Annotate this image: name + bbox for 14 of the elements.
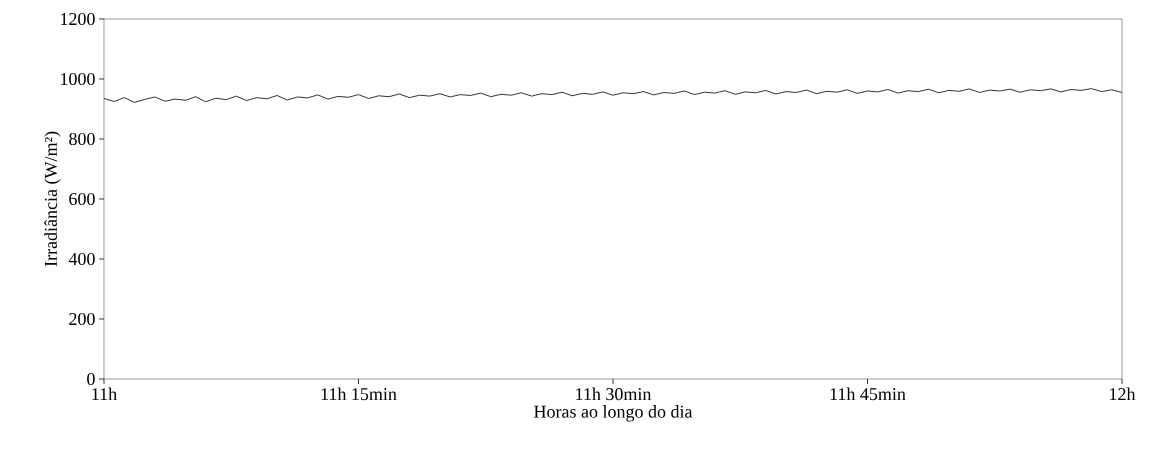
y-tick-label: 0 [87, 372, 95, 386]
x-tick-label: 12h [1110, 387, 1136, 401]
x-axis-title: Horas ao longo do dia [534, 405, 693, 422]
y-tick-label: 1200 [61, 12, 95, 26]
y-tick-label: 600 [69, 192, 95, 206]
y-tick-label: 800 [69, 132, 95, 146]
x-tick-label: 11h 30min [576, 387, 652, 401]
x-tick-label: 11h 15min [321, 387, 397, 401]
y-tick-label: 1000 [61, 72, 95, 86]
y-axis-title: Irradiância (W/m²) [44, 131, 61, 267]
x-tick-label: 11h 45min [830, 387, 906, 401]
y-tick-label: 400 [68, 252, 95, 266]
y-tick-label: 200 [69, 312, 95, 326]
x-tick-label: 11h [92, 387, 117, 401]
